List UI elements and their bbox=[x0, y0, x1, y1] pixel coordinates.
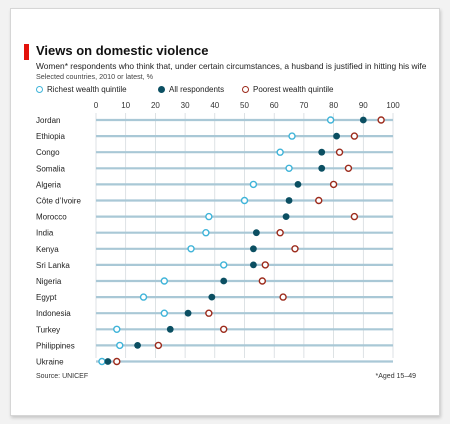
legend-item-richest: Richest wealth quintile bbox=[36, 85, 127, 94]
point-richest-ukraine bbox=[98, 357, 106, 366]
point-richest-kenya bbox=[187, 245, 195, 253]
x-tick-label-30: 30 bbox=[181, 101, 190, 110]
category-label-morocco: Morocco bbox=[36, 213, 67, 222]
category-label-kenya: Kenya bbox=[36, 245, 59, 254]
legend: Richest wealth quintile All respondents … bbox=[36, 85, 426, 97]
category-label-jordan: Jordan bbox=[36, 116, 60, 125]
legend-item-poorest: Poorest wealth quintile bbox=[242, 85, 334, 94]
point-all-cote-d-ivoire bbox=[285, 197, 293, 204]
point-poorest-algeria bbox=[329, 180, 338, 189]
point-richest-indonesia bbox=[160, 309, 169, 317]
point-all-nigeria bbox=[220, 277, 228, 285]
source-text: Source: UNICEF bbox=[36, 373, 89, 380]
point-poorest-egypt bbox=[279, 293, 287, 301]
point-all-sri-lanka bbox=[250, 261, 257, 269]
point-all-congo bbox=[318, 148, 326, 156]
x-tick-label-90: 90 bbox=[359, 101, 368, 110]
x-tick-label-10: 10 bbox=[121, 101, 130, 110]
point-poorest-cote-d-ivoire bbox=[315, 196, 323, 205]
legend-marker-richest bbox=[36, 86, 43, 93]
category-label-philippines: Philippines bbox=[36, 341, 75, 350]
point-richest-sri-lanka bbox=[220, 261, 228, 269]
point-all-somalia bbox=[318, 164, 326, 172]
point-poorest-somalia bbox=[344, 164, 353, 173]
point-richest-turkey bbox=[113, 325, 121, 333]
point-all-kenya bbox=[250, 245, 257, 253]
category-label-indonesia: Indonesia bbox=[36, 309, 71, 318]
x-tick-label-20: 20 bbox=[151, 101, 160, 110]
point-poorest-indonesia bbox=[205, 309, 213, 317]
point-richest-algeria bbox=[249, 180, 258, 189]
point-poorest-india bbox=[276, 228, 284, 237]
point-all-jordan bbox=[359, 116, 367, 124]
point-all-philippines bbox=[134, 342, 141, 349]
point-poorest-ethiopia bbox=[350, 132, 359, 140]
point-richest-philippines bbox=[116, 341, 124, 350]
point-richest-morocco bbox=[205, 212, 213, 221]
legend-label-richest: Richest wealth quintile bbox=[47, 85, 127, 94]
x-tick-label-60: 60 bbox=[270, 101, 279, 110]
x-tick-label-70: 70 bbox=[299, 101, 308, 110]
category-label-algeria: Algeria bbox=[36, 180, 61, 189]
chart-title: Views on domestic violence bbox=[36, 43, 209, 58]
legend-item-all: All respondents bbox=[158, 85, 224, 94]
category-label-egypt: Egypt bbox=[36, 293, 57, 302]
point-poorest-congo bbox=[335, 148, 344, 156]
point-richest-nigeria bbox=[160, 277, 169, 285]
point-richest-cote-d-ivoire bbox=[240, 196, 249, 205]
chart-note: Selected countries, 2010 or latest, % bbox=[36, 72, 154, 81]
point-richest-jordan bbox=[326, 116, 335, 124]
category-label-congo: Congo bbox=[36, 148, 60, 157]
category-label-turkey: Turkey bbox=[36, 325, 60, 334]
legend-label-all: All respondents bbox=[169, 85, 225, 94]
point-all-egypt bbox=[208, 293, 216, 301]
point-poorest-morocco bbox=[350, 212, 359, 221]
point-poorest-sri-lanka bbox=[261, 261, 269, 269]
point-all-morocco bbox=[282, 213, 290, 221]
point-all-ethiopia bbox=[333, 132, 340, 140]
point-richest-india bbox=[202, 228, 210, 237]
point-poorest-kenya bbox=[291, 245, 299, 253]
point-richest-congo bbox=[276, 148, 284, 156]
point-poorest-jordan bbox=[377, 116, 385, 124]
category-label-sri-lanka: Sri Lanka bbox=[36, 261, 70, 270]
category-label-cote-d-ivoire: Côte d’Ivoire bbox=[36, 197, 81, 206]
category-label-ukraine: Ukraine bbox=[36, 358, 64, 367]
chart-subtitle: Women* respondents who think that, under… bbox=[36, 61, 427, 71]
x-tick-label-50: 50 bbox=[240, 101, 249, 110]
point-richest-ethiopia bbox=[288, 132, 296, 140]
point-all-indonesia bbox=[184, 309, 192, 317]
point-richest-somalia bbox=[285, 164, 293, 173]
x-tick-label-80: 80 bbox=[329, 101, 338, 110]
x-tick-label-40: 40 bbox=[210, 101, 219, 110]
point-poorest-nigeria bbox=[258, 277, 267, 285]
x-tick-label-100: 100 bbox=[386, 101, 400, 110]
chart-card bbox=[10, 8, 440, 416]
category-label-india: India bbox=[36, 229, 54, 238]
point-all-algeria bbox=[294, 181, 302, 188]
category-label-ethiopia: Ethiopia bbox=[36, 132, 65, 141]
legend-marker-all bbox=[158, 86, 165, 93]
point-all-india bbox=[252, 229, 260, 237]
legend-label-poorest: Poorest wealth quintile bbox=[253, 85, 334, 94]
point-poorest-turkey bbox=[220, 325, 228, 333]
point-poorest-ukraine bbox=[113, 357, 121, 366]
point-all-ukraine bbox=[104, 358, 112, 365]
point-richest-egypt bbox=[139, 293, 148, 301]
footnote-text: *Aged 15–49 bbox=[375, 373, 416, 380]
x-tick-label-0: 0 bbox=[94, 101, 99, 110]
legend-marker-poorest bbox=[242, 86, 249, 93]
category-label-somalia: Somalia bbox=[36, 164, 65, 173]
point-all-turkey bbox=[166, 325, 174, 333]
point-poorest-philippines bbox=[154, 341, 163, 350]
title-accent-bar bbox=[24, 44, 29, 60]
category-label-nigeria: Nigeria bbox=[36, 277, 62, 286]
